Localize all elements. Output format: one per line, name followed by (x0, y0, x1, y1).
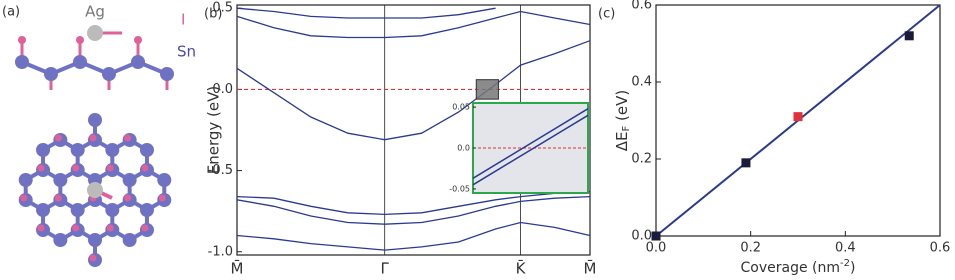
x-tick-label: K̄ (516, 259, 527, 278)
inset-tick-label: 0.05 (452, 103, 470, 112)
atom (15, 55, 29, 69)
y-tick-label: 0.0 (212, 82, 233, 97)
x-tick-label: M̄ (584, 259, 597, 278)
y-axis-label: ΔEF (eV) (613, 90, 633, 151)
x-tick-label: 0.6 (930, 241, 951, 256)
band-line (236, 10, 591, 39)
x-tick-label: 0.0 (646, 241, 667, 256)
atom (73, 55, 87, 69)
atom (88, 233, 102, 247)
inset-band-line (472, 114, 589, 186)
atom (54, 194, 62, 202)
label-part: -2 (840, 258, 850, 269)
atom (88, 113, 102, 127)
atom (122, 233, 137, 247)
zoom-box (475, 79, 499, 100)
atom (131, 55, 145, 69)
band-line (236, 195, 591, 225)
atom (36, 203, 51, 217)
atom (124, 194, 132, 202)
atom (44, 67, 58, 81)
atom (18, 173, 33, 187)
y-tick-label: 0.2 (631, 152, 652, 167)
y-axis-label: Energy (eV) (205, 86, 223, 174)
x-axis-label: Coverage (nm-2) (741, 258, 856, 276)
atom-label: Ag (85, 3, 105, 21)
atom (139, 203, 154, 217)
atom (157, 173, 172, 187)
atom (122, 173, 137, 187)
atom (160, 67, 174, 81)
atom (87, 182, 103, 198)
atom (158, 194, 166, 202)
x-tick-label: 0.2 (740, 241, 761, 256)
atom (18, 36, 26, 44)
panel-label: (a) (2, 5, 20, 20)
atom-label: I (181, 11, 185, 29)
label-part: ) (850, 260, 855, 276)
atom (53, 233, 68, 247)
band-line (236, 40, 591, 141)
label-part: F (621, 125, 632, 131)
atom (87, 25, 103, 41)
atom (72, 164, 80, 172)
y-tick-label: 0.0 (631, 229, 652, 244)
x-tick-label: 0.4 (835, 241, 856, 256)
structure (15, 25, 174, 267)
band-line (236, 7, 496, 19)
atom (106, 224, 114, 232)
y-tick-label: 0.5 (212, 1, 233, 16)
atom (70, 203, 85, 217)
atom (76, 36, 84, 44)
y-tick-label: 0.4 (631, 75, 652, 90)
atom (72, 224, 80, 232)
data-point (904, 31, 914, 41)
atom-label: Sn (177, 43, 196, 61)
panel-label: (c) (598, 7, 615, 22)
atom (105, 143, 120, 157)
atom (20, 194, 28, 202)
atom (53, 173, 68, 187)
atom (54, 134, 62, 142)
inset-tick-label: 0.0 (457, 144, 470, 153)
data-point (651, 231, 661, 241)
y-tick-label: -1.0 (208, 244, 233, 259)
atom (106, 164, 114, 172)
x-tick-label: M̄ (231, 259, 244, 278)
inset-tick-label: -0.05 (449, 184, 470, 193)
plot-frame (655, 4, 941, 237)
x-tick-label: Γ̄ (381, 260, 390, 278)
data-point (741, 158, 751, 168)
band-line (236, 191, 591, 216)
plot-frame (236, 4, 591, 256)
label-part: (eV) (613, 90, 631, 126)
atom (105, 203, 120, 217)
y-tick-label: 0.6 (631, 0, 652, 13)
atom (89, 254, 97, 262)
atom (134, 36, 142, 44)
atom (124, 134, 132, 142)
atom (89, 134, 97, 142)
atom (141, 164, 149, 172)
inset-band-line (472, 108, 589, 179)
data-point (793, 112, 803, 122)
band-line (236, 221, 591, 251)
atom (37, 224, 45, 232)
panel-label: (b) (204, 7, 222, 22)
label-part: ΔE (613, 131, 631, 151)
atom (37, 164, 45, 172)
atom (70, 143, 85, 157)
atom (36, 143, 51, 157)
atom (141, 224, 149, 232)
label-part: Coverage (nm (741, 260, 841, 276)
y-tick-label: -0.5 (208, 163, 233, 178)
atom (102, 67, 116, 81)
atom (139, 143, 154, 157)
